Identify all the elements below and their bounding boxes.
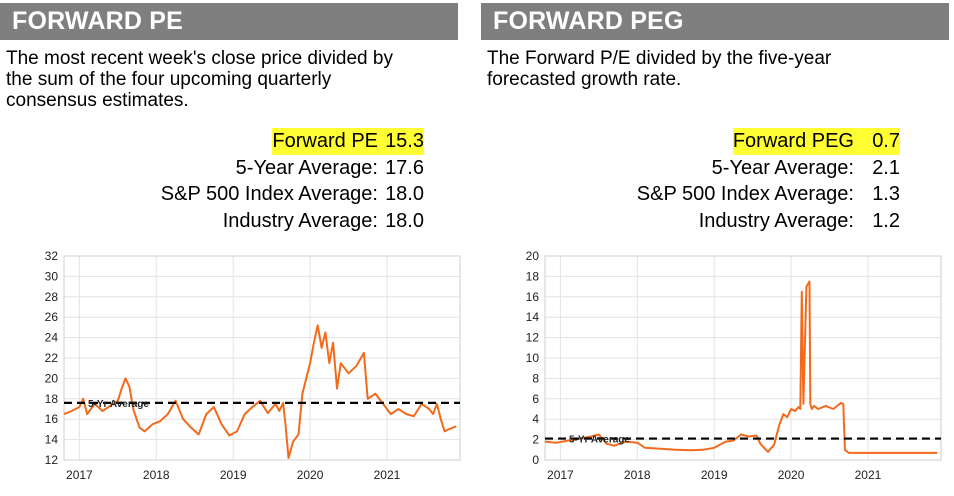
stat-value: 1.2 xyxy=(872,209,900,232)
y-tick-label: 16 xyxy=(45,412,59,426)
panel-title: FORWARD PEG xyxy=(481,3,949,40)
stat-row-industry-average: Industry Average: 1.2 xyxy=(637,208,900,235)
forward-peg-panel: FORWARD PEG The Forward P/E divided by t… xyxy=(481,0,953,496)
stat-row-forward-peg: Forward PEG 0.7 xyxy=(637,128,900,155)
y-tick-label: 18 xyxy=(45,392,59,406)
forward-pe-chart: 12 14 16 18 20 22 24 26 28 30 32 2017 2018 2019 2020 20… xyxy=(45,249,461,482)
five-year-average-label: 5-Yr Average xyxy=(88,399,149,410)
stat-value: 1.3 xyxy=(872,183,900,205)
y-tick-label: 30 xyxy=(45,269,59,283)
series-line xyxy=(544,280,938,454)
stat-row-sp500-average: S&P 500 Index Average: 1.3 xyxy=(637,181,900,208)
stat-label: Forward PEG xyxy=(732,130,854,152)
y-tick-label: 32 xyxy=(45,249,59,263)
x-tick-label: 2021 xyxy=(855,468,882,482)
stat-value: 2.1 xyxy=(872,156,900,179)
stat-highlight: Forward PE 15.3 xyxy=(272,128,424,155)
y-tick-label: 8 xyxy=(532,371,539,385)
plot-frame xyxy=(544,255,942,461)
stat-label: 5-Year Average: xyxy=(711,156,854,179)
x-tick-label: 2017 xyxy=(66,468,93,482)
y-tick-label: 28 xyxy=(45,290,59,304)
panel-title: FORWARD PE xyxy=(0,3,458,40)
stat-label: Industry Average: xyxy=(222,209,378,232)
x-tick-label: 2019 xyxy=(701,468,728,482)
panel-description: The most recent week's close price divid… xyxy=(6,48,393,111)
y-tick-label: 16 xyxy=(526,290,540,304)
stat-row-5yr-average: 5-Year Average: 17.6 xyxy=(161,155,424,182)
stat-value: 18.0 xyxy=(385,209,424,232)
series-line xyxy=(63,324,457,459)
y-tick-label: 14 xyxy=(526,310,540,324)
y-tick-label: 26 xyxy=(45,310,59,324)
stat-label: S&P 500 Index Average: xyxy=(160,183,378,205)
y-tick-label: 14 xyxy=(45,433,59,447)
stat-label: Industry Average: xyxy=(698,209,854,232)
stat-label: Forward PE xyxy=(272,130,378,152)
stat-label: 5-Year Average: xyxy=(235,156,378,179)
x-tick-label: 2017 xyxy=(547,468,574,482)
forward-peg-chart: 0 2 4 6 8 10 12 14 16 18 20 2017 2018 2019 2020 2021 5-Y… xyxy=(526,249,942,482)
y-tick-label: 2 xyxy=(532,433,539,447)
y-tick-label: 12 xyxy=(526,331,540,345)
forward-pe-panel: FORWARD PE The most recent week's close … xyxy=(0,0,472,496)
y-tick-label: 0 xyxy=(532,453,539,467)
x-tick-label: 2020 xyxy=(297,468,324,482)
y-tick-label: 20 xyxy=(526,249,540,263)
x-tick-label: 2020 xyxy=(778,468,805,482)
stat-label: S&P 500 Index Average: xyxy=(636,183,854,205)
stat-row-forward-pe: Forward PE 15.3 xyxy=(161,128,424,155)
y-tick-label: 6 xyxy=(532,392,539,406)
y-tick-label: 10 xyxy=(526,351,540,365)
stat-row-5yr-average: 5-Year Average: 2.1 xyxy=(637,155,900,182)
five-year-average-label: 5-Yr Average xyxy=(569,435,630,446)
panel-description: The Forward P/E divided by the five-year… xyxy=(487,48,832,90)
stat-row-sp500-average: S&P 500 Index Average: 18.0 xyxy=(161,181,424,208)
y-tick-label: 4 xyxy=(532,412,539,426)
y-tick-label: 12 xyxy=(45,453,59,467)
plot-frame xyxy=(63,255,461,461)
stat-value: 18.0 xyxy=(385,183,424,205)
y-tick-label: 18 xyxy=(526,269,540,283)
y-tick-label: 20 xyxy=(45,371,59,385)
stats-block: Forward PE 15.3 5-Year Average: 17.6 S&P 5… xyxy=(161,128,424,234)
x-tick-label: 2018 xyxy=(143,468,170,482)
stat-value: 0.7 xyxy=(872,130,900,152)
stat-value: 15.3 xyxy=(385,130,424,152)
x-tick-label: 2021 xyxy=(374,468,401,482)
x-tick-label: 2018 xyxy=(624,468,651,482)
stats-block: Forward PEG 0.7 5-Year Average: 2.1 S&P 50… xyxy=(637,128,900,234)
stat-highlight: Forward PEG 0.7 xyxy=(732,128,900,155)
x-tick-label: 2019 xyxy=(220,468,247,482)
y-tick-label: 24 xyxy=(45,331,59,345)
y-tick-label: 22 xyxy=(45,351,59,365)
stat-row-industry-average: Industry Average: 18.0 xyxy=(161,208,424,235)
stat-value: 17.6 xyxy=(385,156,424,179)
